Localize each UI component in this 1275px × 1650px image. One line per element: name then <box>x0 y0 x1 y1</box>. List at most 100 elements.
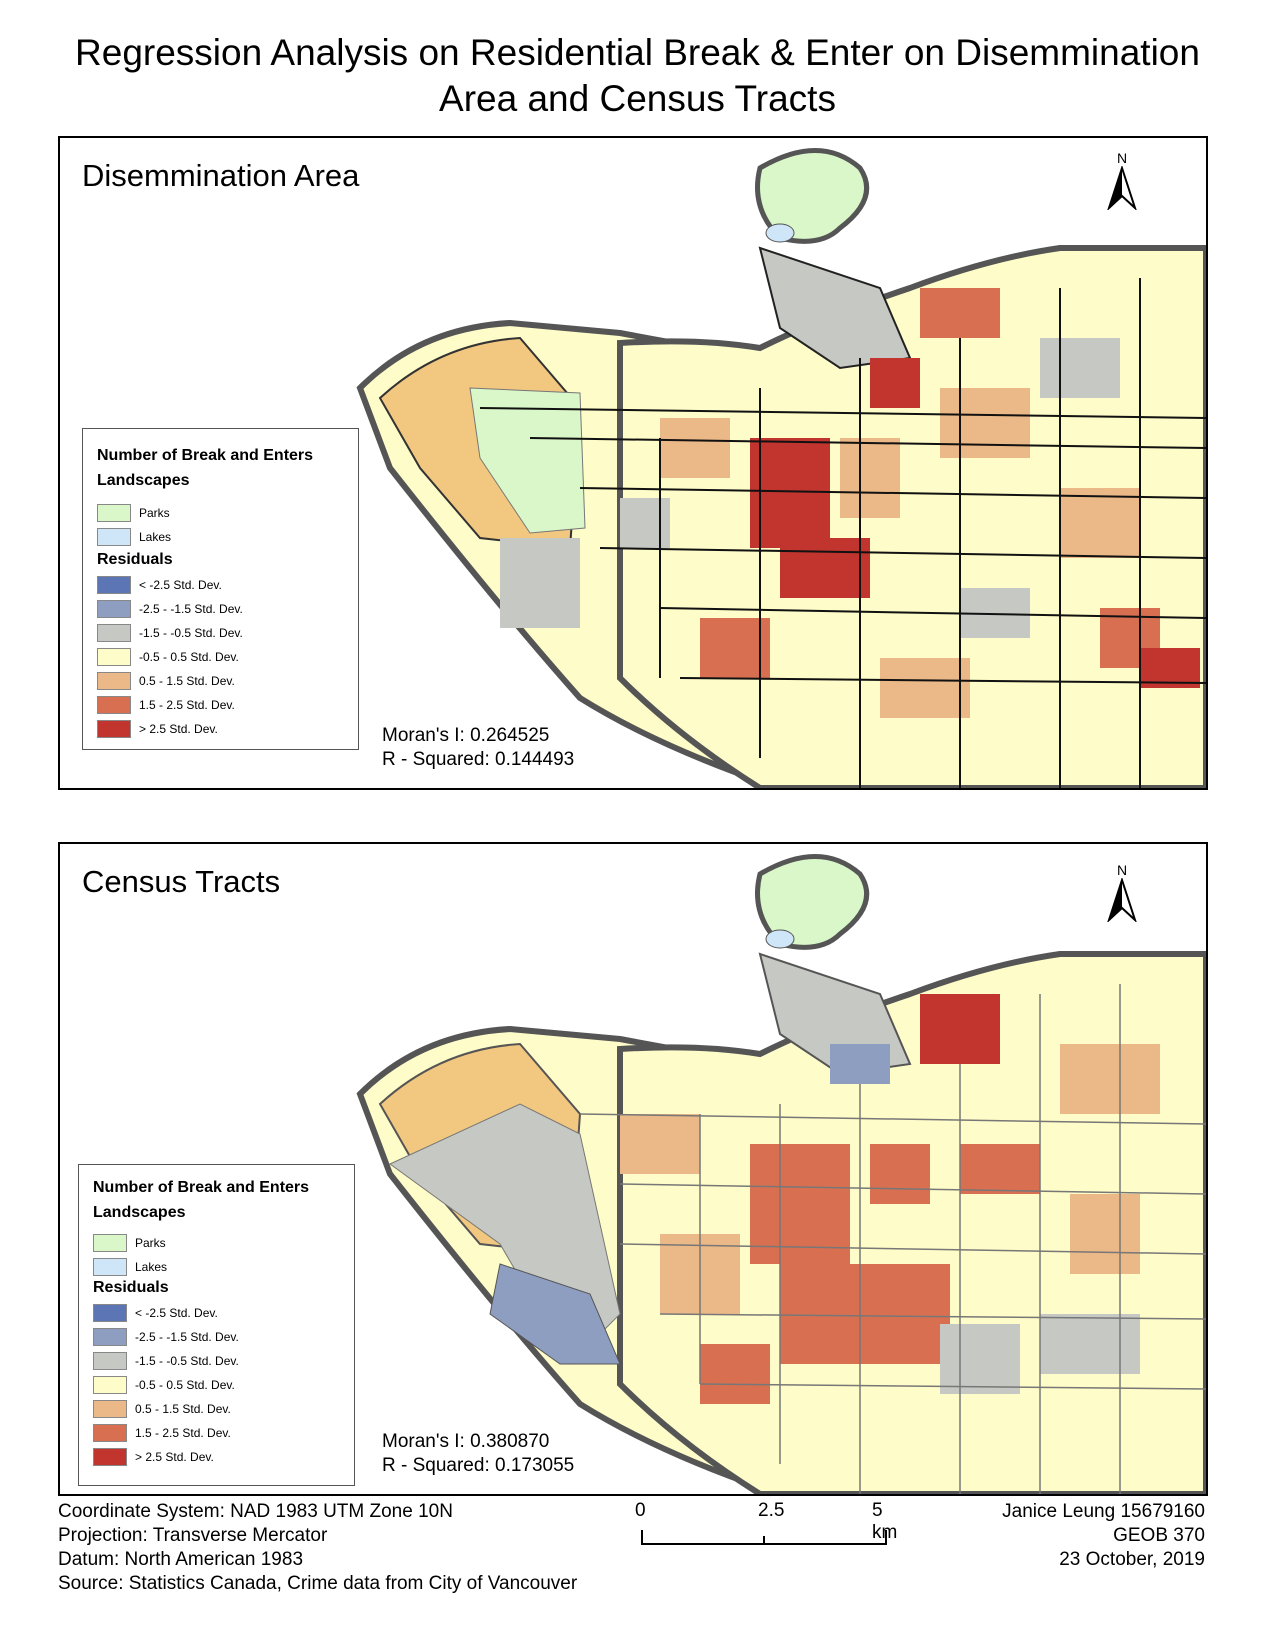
legend-landscapes-heading: Landscapes <box>97 472 190 489</box>
census-tracts-map <box>356 854 1206 1494</box>
date: 23 October, 2019 <box>1059 1549 1205 1570</box>
r-squared-value: R - Squared: 0.173055 <box>382 1455 575 1476</box>
residual-patch <box>830 1044 890 1084</box>
morans-i-value: Moran's I: 0.264525 <box>382 725 550 746</box>
residual-patch <box>920 994 1000 1064</box>
residual-patch <box>920 288 1000 338</box>
dissemination-area-map-panel: Disemmination Area N Number of Break and… <box>58 136 1208 790</box>
legend-item-residual: > 2.5 Std. Dev. <box>93 1447 214 1467</box>
legend-item-residual: 1.5 - 2.5 Std. Dev. <box>97 695 235 715</box>
statistics-block: Moran's I: 0.264525 R - Squared: 0.14449… <box>382 724 574 772</box>
residual-patch <box>1060 488 1140 558</box>
parks-swatch <box>97 504 131 522</box>
residual-swatch <box>97 720 131 738</box>
ubc-park-area <box>469 387 586 534</box>
residual-patch <box>880 658 970 718</box>
north-arrow: N <box>1102 862 1142 927</box>
course-code: GEOB 370 <box>1113 1525 1205 1546</box>
legend-item-lakes: Lakes <box>97 527 171 547</box>
legend-item-residual: -2.5 - -1.5 Std. Dev. <box>97 599 243 619</box>
residual-swatch <box>97 576 131 594</box>
datum: Datum: North American 1983 <box>58 1549 304 1570</box>
boundary-lines <box>579 984 1206 1494</box>
legend-item-residual: > 2.5 Std. Dev. <box>97 719 218 739</box>
scale-label-mid: 2.5 <box>758 1500 785 1521</box>
scale-label-0: 0 <box>635 1500 646 1521</box>
panel-title-census-tracts: Census Tracts <box>82 864 281 899</box>
residual-swatch <box>93 1424 127 1442</box>
legend-residuals-heading: Residuals <box>93 1279 169 1296</box>
residual-patch <box>940 388 1030 458</box>
north-arrow: N <box>1102 150 1142 215</box>
map-title: Regression Analysis on Residential Break… <box>0 30 1275 122</box>
residual-patch <box>780 1264 950 1364</box>
residual-swatch <box>97 648 131 666</box>
residual-swatch <box>93 1400 127 1418</box>
legend-box: Number of Break and Enters Landscapes Pa… <box>82 428 359 750</box>
residual-swatch <box>93 1352 127 1370</box>
census-tracts-map-panel: Census Tracts N Number of Break and Ente… <box>58 842 1208 1496</box>
residual-patch <box>960 1144 1040 1194</box>
author-info: Janice Leung 15679160 GEOB 370 23 Octobe… <box>1002 1500 1205 1572</box>
spanish-banks-blue-area <box>489 1263 621 1365</box>
residual-patch <box>940 1324 1020 1394</box>
legend-item-lakes: Lakes <box>93 1257 167 1277</box>
legend-item-residual: < -2.5 Std. Dev. <box>97 575 222 595</box>
residual-swatch <box>93 1328 127 1346</box>
scale-bar-line <box>641 1530 887 1545</box>
legend-item-residual: 1.5 - 2.5 Std. Dev. <box>93 1423 231 1443</box>
residual-patch <box>660 418 730 478</box>
legend-item-residual: -2.5 - -1.5 Std. Dev. <box>93 1327 239 1347</box>
map-metadata: Coordinate System: NAD 1983 UTM Zone 10N… <box>58 1500 577 1596</box>
residual-patch <box>1060 1044 1160 1114</box>
residual-patch <box>780 538 870 598</box>
residual-patch <box>870 358 920 408</box>
data-source: Source: Statistics Canada, Crime data fr… <box>58 1573 578 1594</box>
north-arrow-icon <box>1106 876 1138 924</box>
legend-item-residual: -0.5 - 0.5 Std. Dev. <box>93 1375 235 1395</box>
stanley-park <box>755 148 870 244</box>
title-line-2: Area and Census Tracts <box>439 78 836 119</box>
residual-swatch <box>93 1304 127 1322</box>
panel-title-dissemination-area: Disemmination Area <box>82 158 360 193</box>
residual-swatch <box>97 600 131 618</box>
stanley-park <box>755 854 870 950</box>
legend-item-residual: -1.5 - -0.5 Std. Dev. <box>97 623 243 643</box>
scale-label-end: 5 km <box>872 1500 898 1543</box>
residual-patch <box>1070 1194 1140 1274</box>
legend-item-residual: < -2.5 Std. Dev. <box>93 1303 218 1323</box>
residual-patch <box>1040 1314 1140 1374</box>
scale-bar: 0 2.5 5 km <box>635 1500 910 1560</box>
coordinate-system: Coordinate System: NAD 1983 UTM Zone 10N <box>58 1501 453 1522</box>
residual-patch <box>1140 648 1200 688</box>
residual-patch <box>870 1144 930 1204</box>
author-name: Janice Leung 15679160 <box>1002 1501 1205 1522</box>
legend-box: Number of Break and Enters Landscapes Pa… <box>78 1164 355 1486</box>
legend-landscapes-heading: Landscapes <box>93 1204 186 1221</box>
residual-patch <box>620 498 670 548</box>
lost-lagoon-lake <box>765 223 795 243</box>
boundary-lines <box>479 278 1206 788</box>
north-arrow-icon <box>1106 164 1138 212</box>
statistics-block: Moran's I: 0.380870 R - Squared: 0.17305… <box>382 1430 574 1478</box>
residual-patch <box>620 1114 700 1174</box>
residual-patch <box>700 618 770 678</box>
dissemination-area-map <box>356 148 1206 788</box>
north-letter: N <box>1116 862 1128 878</box>
legend-item-parks: Parks <box>93 1233 166 1253</box>
residual-swatch <box>97 672 131 690</box>
residual-patch <box>1040 338 1120 398</box>
legend-title: Number of Break and Enters <box>93 1179 310 1196</box>
legend-item-residual: -0.5 - 0.5 Std. Dev. <box>97 647 239 667</box>
parks-swatch <box>93 1234 127 1252</box>
legend-title: Number of Break and Enters <box>97 447 314 464</box>
legend-residuals-heading: Residuals <box>97 551 173 568</box>
north-letter: N <box>1116 150 1128 166</box>
morans-i-value: Moran's I: 0.380870 <box>382 1431 550 1452</box>
projection: Projection: Transverse Mercator <box>58 1525 328 1546</box>
lakes-swatch <box>97 528 131 546</box>
residual-swatch <box>97 624 131 642</box>
legend-item-residual: 0.5 - 1.5 Std. Dev. <box>93 1399 231 1419</box>
residual-swatch <box>93 1376 127 1394</box>
lost-lagoon-lake <box>765 929 795 949</box>
